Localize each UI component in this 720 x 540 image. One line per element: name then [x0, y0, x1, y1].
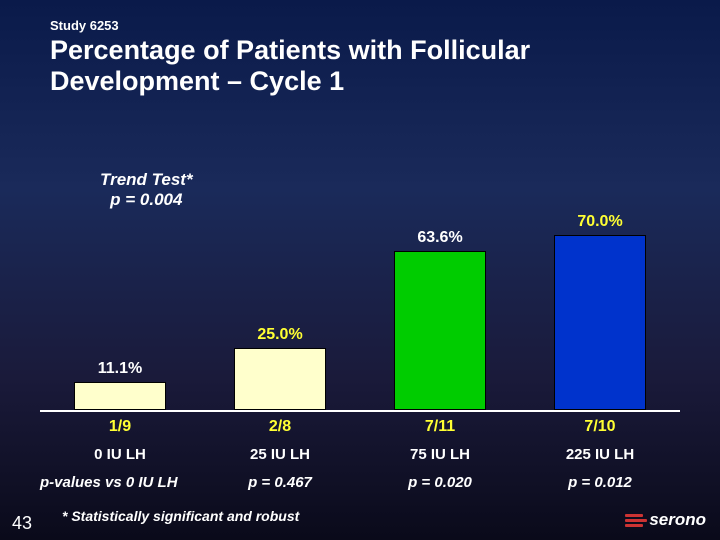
pvalue-label: p = 0.020 — [360, 474, 520, 491]
fraction-row: 1/92/87/117/10 — [40, 418, 680, 436]
logo-text: serono — [649, 510, 706, 530]
header: Study 6253 Percentage of Patients with F… — [0, 0, 720, 97]
brand-logo: serono — [625, 510, 706, 530]
dose-label: 25 IU LH — [200, 446, 360, 463]
dose-label: 225 IU LH — [520, 446, 680, 463]
bar-group: 70.0% — [520, 160, 680, 410]
bar-value-label: 25.0% — [200, 326, 360, 344]
bar-value-label: 70.0% — [520, 213, 680, 231]
page-title: Percentage of Patients with Follicular D… — [50, 35, 670, 97]
slide-number: 43 — [12, 513, 32, 534]
bar-group: 11.1% — [40, 160, 200, 410]
dose-label: 0 IU LH — [40, 446, 200, 463]
title-line-1: Percentage of Patients with Follicular — [50, 35, 530, 65]
footnote: * Statistically significant and robust — [62, 508, 299, 524]
x-axis-line — [40, 410, 680, 412]
fraction-label: 7/10 — [520, 418, 680, 436]
bar-chart: 11.1%25.0% 63.6%70.0% — [40, 160, 680, 410]
pvalue-row: p = 0.467p = 0.020p = 0.012 — [40, 474, 680, 491]
dose-row: 0 IU LH25 IU LH75 IU LH225 IU LH — [40, 446, 680, 463]
title-line-2: Development – Cycle 1 — [50, 66, 344, 96]
bar-group: 25.0% — [200, 160, 360, 410]
bar-value-label: 11.1% — [40, 360, 200, 378]
bar — [74, 382, 166, 410]
bar — [394, 251, 486, 410]
pvalue-label: p = 0.467 — [200, 474, 360, 491]
dose-label: 75 IU LH — [360, 446, 520, 463]
bar — [234, 348, 326, 411]
fraction-label: 2/8 — [200, 418, 360, 436]
pvalue-label: p = 0.012 — [520, 474, 680, 491]
study-label: Study 6253 — [50, 18, 670, 33]
fraction-label: 7/11 — [360, 418, 520, 436]
bar — [554, 235, 646, 410]
logo-mark-icon — [625, 514, 647, 527]
bar-value-label: 63.6% — [360, 229, 520, 247]
pvalue-label — [40, 474, 200, 491]
fraction-label: 1/9 — [40, 418, 200, 436]
bar-group: 63.6% — [360, 160, 520, 410]
